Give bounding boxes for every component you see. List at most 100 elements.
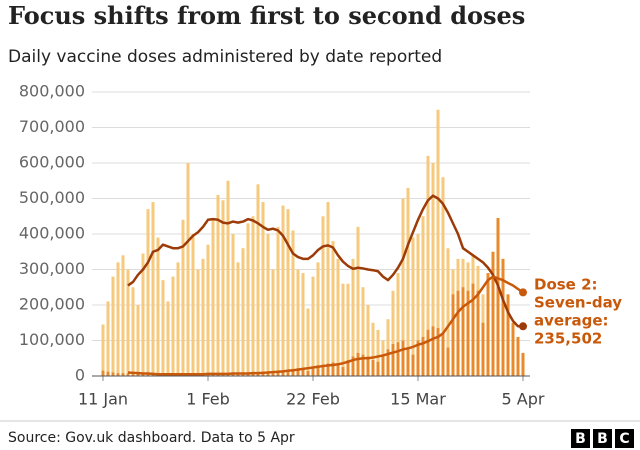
bar bbox=[206, 244, 210, 376]
bar bbox=[211, 219, 215, 376]
bar bbox=[111, 276, 115, 376]
bar bbox=[501, 258, 505, 376]
bar bbox=[436, 109, 440, 376]
bar bbox=[421, 216, 425, 376]
logo-letter: C bbox=[619, 431, 629, 447]
logo-box bbox=[593, 429, 612, 448]
bar bbox=[136, 373, 140, 376]
bar bbox=[351, 258, 355, 376]
logo-letter: B bbox=[597, 431, 608, 447]
line-end-dot bbox=[519, 288, 527, 297]
bar bbox=[341, 367, 345, 376]
bar bbox=[361, 287, 365, 376]
bar bbox=[191, 234, 195, 376]
bar bbox=[266, 372, 270, 376]
bar bbox=[321, 216, 325, 376]
bar bbox=[336, 365, 340, 376]
x-tick-label: 22 Feb bbox=[286, 390, 340, 409]
bar bbox=[326, 202, 330, 376]
x-tick-label: 15 Mar bbox=[390, 390, 446, 409]
bar bbox=[236, 262, 240, 376]
logo-box bbox=[571, 429, 590, 448]
bar bbox=[431, 163, 435, 376]
bar bbox=[246, 223, 250, 376]
bar bbox=[366, 305, 370, 376]
bar bbox=[431, 326, 435, 376]
bar bbox=[306, 308, 310, 376]
bar bbox=[376, 361, 380, 376]
bar bbox=[351, 356, 355, 376]
bar bbox=[416, 234, 420, 376]
bar bbox=[116, 373, 120, 376]
y-tick-label: 500,000 bbox=[19, 188, 85, 207]
bar bbox=[181, 219, 185, 376]
bar bbox=[121, 373, 125, 376]
bar bbox=[386, 349, 390, 376]
bar bbox=[146, 374, 150, 376]
bar bbox=[521, 352, 525, 376]
logo-box bbox=[615, 429, 634, 448]
y-tick-label: 100,000 bbox=[19, 330, 85, 349]
bar bbox=[256, 184, 260, 376]
bar bbox=[241, 248, 245, 376]
bar bbox=[331, 241, 335, 376]
bar bbox=[106, 301, 110, 376]
bar bbox=[396, 273, 400, 376]
bar bbox=[101, 324, 105, 376]
bar bbox=[506, 294, 510, 376]
bar bbox=[411, 237, 415, 376]
bar bbox=[446, 347, 450, 376]
bar bbox=[276, 371, 280, 376]
y-tick-label: 0 bbox=[75, 366, 85, 385]
source: Source: Gov.uk dashboard. Data to 5 Apr bbox=[8, 430, 295, 446]
bar bbox=[286, 209, 290, 376]
average-line bbox=[127, 275, 524, 376]
bar bbox=[151, 202, 155, 376]
bar bbox=[441, 177, 445, 376]
annotation: Dose 2: bbox=[534, 276, 598, 294]
y-tick-label: 600,000 bbox=[19, 153, 85, 172]
bar bbox=[111, 372, 115, 376]
bar bbox=[401, 198, 405, 376]
bar bbox=[446, 248, 450, 376]
bar bbox=[331, 362, 335, 376]
bar bbox=[271, 269, 275, 376]
bar bbox=[451, 294, 455, 376]
y-tick-label: 400,000 bbox=[19, 224, 85, 243]
bar bbox=[251, 216, 255, 376]
bar bbox=[466, 290, 470, 376]
bar bbox=[311, 276, 315, 376]
bar bbox=[321, 364, 325, 376]
bar bbox=[271, 373, 275, 376]
bar bbox=[296, 269, 300, 376]
bar bbox=[136, 305, 140, 376]
bar bbox=[381, 354, 385, 376]
bar bbox=[291, 230, 295, 376]
bar bbox=[231, 373, 235, 376]
bar bbox=[146, 209, 150, 376]
y-tick-label: 200,000 bbox=[19, 295, 85, 314]
bar bbox=[406, 187, 410, 376]
bar bbox=[496, 218, 500, 376]
bar bbox=[316, 262, 320, 376]
bar bbox=[491, 251, 495, 376]
chart-subtitle: Daily vaccine doses administered by date… bbox=[8, 47, 442, 67]
bar bbox=[186, 163, 190, 376]
bar bbox=[401, 340, 405, 376]
bar bbox=[116, 262, 120, 376]
bar bbox=[411, 354, 415, 376]
bar bbox=[436, 328, 440, 376]
bar bbox=[296, 368, 300, 376]
bar bbox=[201, 258, 205, 376]
bar bbox=[141, 373, 145, 376]
bar bbox=[316, 365, 320, 376]
bar bbox=[301, 273, 305, 376]
bar bbox=[356, 352, 360, 376]
bar bbox=[226, 180, 230, 376]
bar bbox=[281, 205, 285, 376]
bar bbox=[306, 371, 310, 376]
bar bbox=[481, 322, 485, 376]
bar bbox=[346, 283, 350, 376]
